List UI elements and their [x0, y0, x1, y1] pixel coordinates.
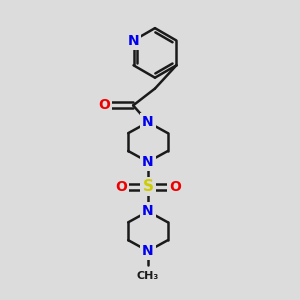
- Text: N: N: [142, 204, 154, 218]
- Text: O: O: [169, 180, 181, 194]
- Text: N: N: [142, 244, 154, 258]
- Text: N: N: [128, 34, 139, 47]
- Text: CH₃: CH₃: [137, 271, 159, 281]
- Text: N: N: [142, 155, 154, 169]
- Text: O: O: [115, 180, 127, 194]
- Text: S: S: [142, 179, 154, 194]
- Text: O: O: [98, 98, 110, 112]
- Text: N: N: [142, 115, 154, 129]
